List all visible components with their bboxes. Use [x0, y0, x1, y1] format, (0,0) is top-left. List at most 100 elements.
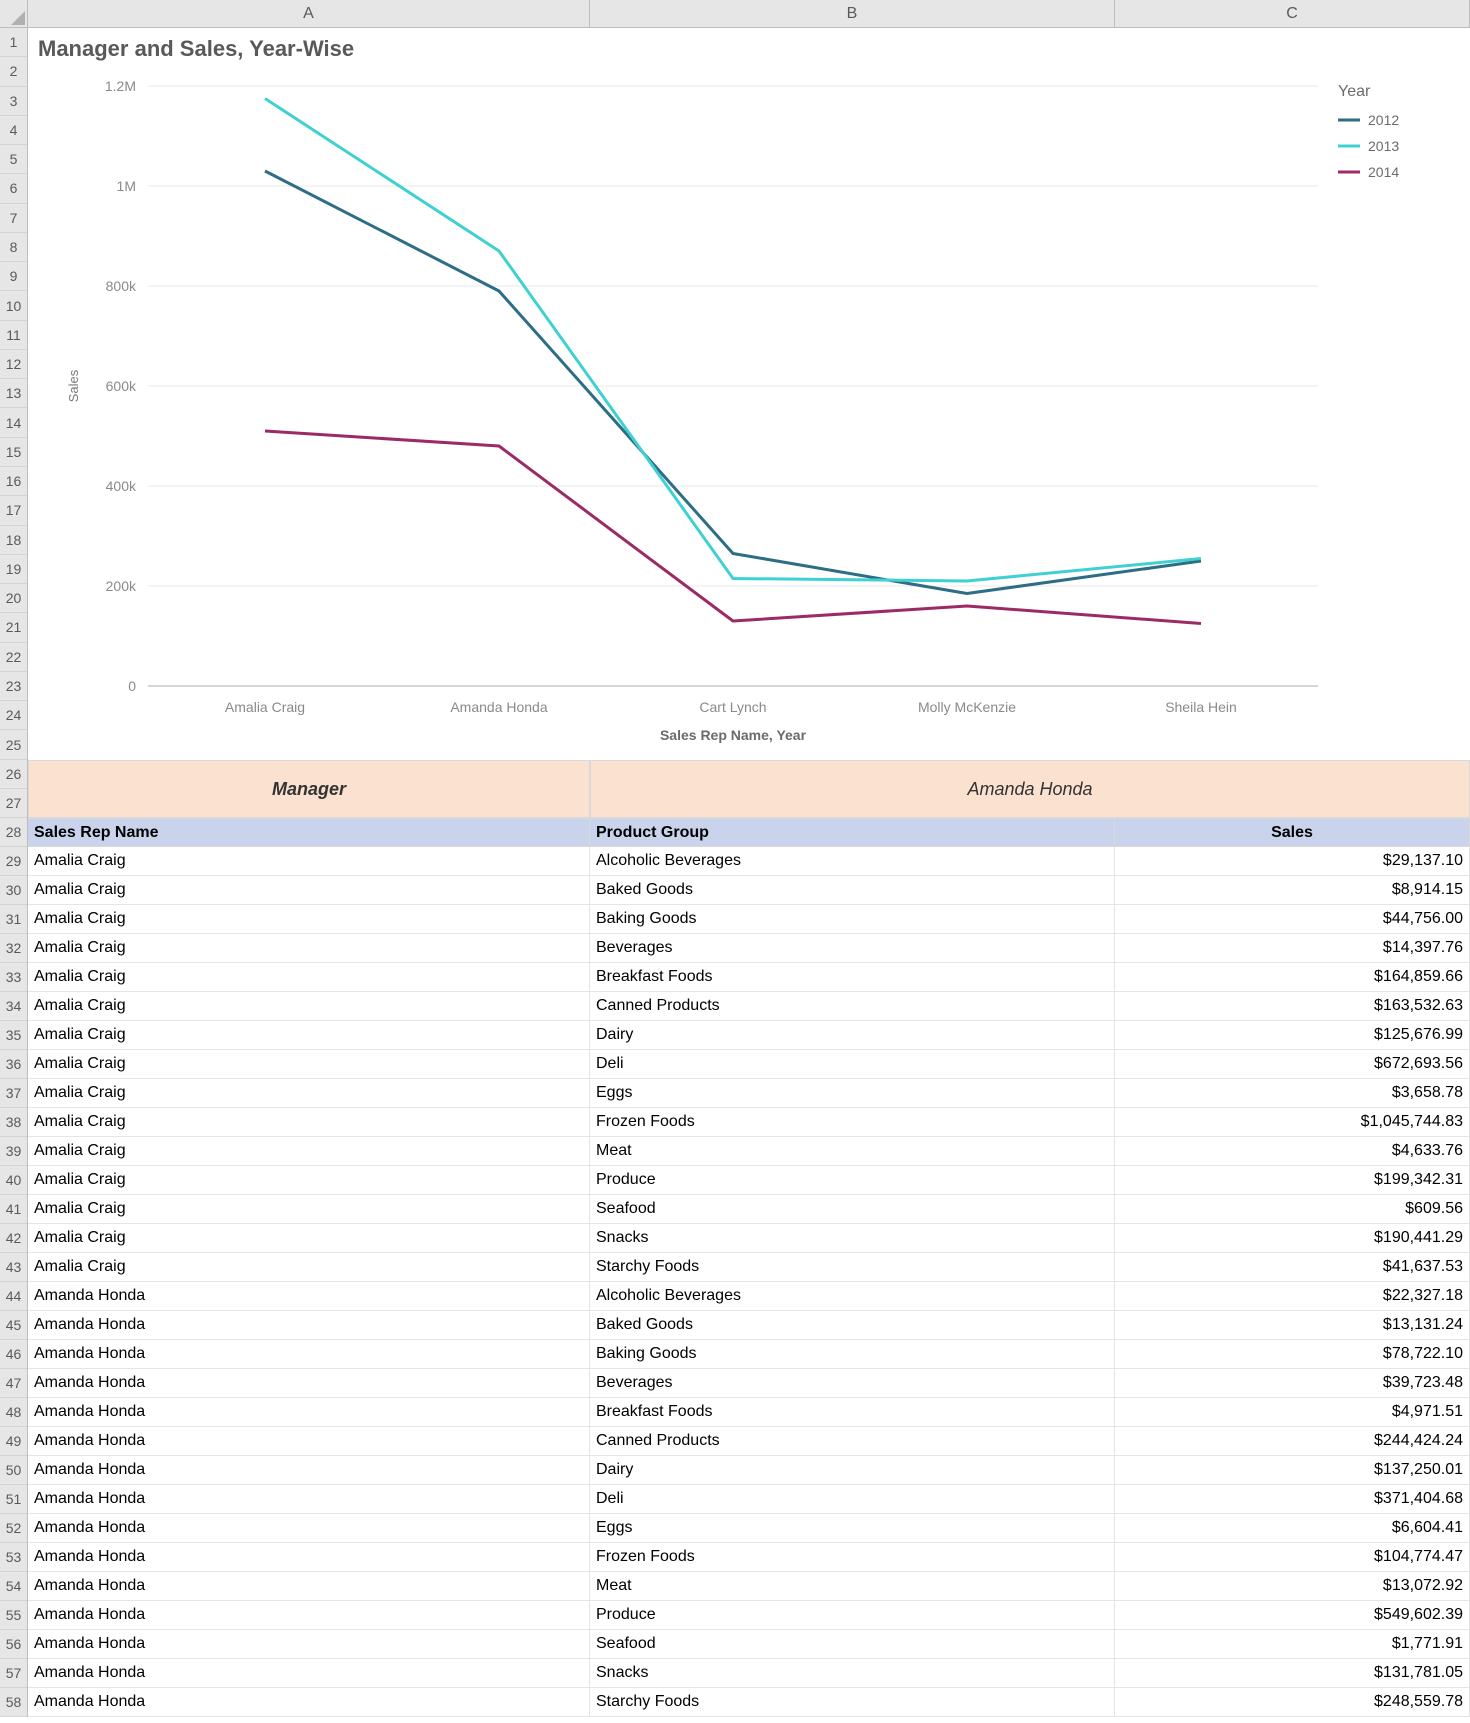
- cell-group[interactable]: Canned Products: [590, 992, 1115, 1020]
- cell-sales[interactable]: $672,693.56: [1115, 1050, 1470, 1078]
- legend-item-2012[interactable]: 2012: [1368, 112, 1399, 128]
- cell-group[interactable]: Produce: [590, 1601, 1115, 1629]
- cell-rep[interactable]: Amanda Honda: [28, 1688, 590, 1716]
- cell-group[interactable]: Alcoholic Beverages: [590, 847, 1115, 875]
- series-line-2013[interactable]: [265, 99, 1201, 582]
- cell-sales[interactable]: $248,559.78: [1115, 1688, 1470, 1716]
- row-header-50[interactable]: 50: [0, 1456, 27, 1485]
- cell-sales[interactable]: $190,441.29: [1115, 1224, 1470, 1252]
- row-header-57[interactable]: 57: [0, 1659, 27, 1688]
- row-header-53[interactable]: 53: [0, 1543, 27, 1572]
- row-header-8[interactable]: 8: [0, 233, 27, 262]
- cell-rep[interactable]: Amalia Craig: [28, 1224, 590, 1252]
- cell-sales[interactable]: $4,633.76: [1115, 1137, 1470, 1165]
- table-row[interactable]: Amalia CraigEggs$3,658.78: [28, 1079, 1470, 1108]
- cell-group[interactable]: Canned Products: [590, 1427, 1115, 1455]
- cell-group[interactable]: Frozen Foods: [590, 1108, 1115, 1136]
- row-header-29[interactable]: 29: [0, 847, 27, 876]
- table-row[interactable]: Amalia CraigBaking Goods$44,756.00: [28, 905, 1470, 934]
- cell-sales[interactable]: $39,723.48: [1115, 1369, 1470, 1397]
- row-header-2[interactable]: 2: [0, 57, 27, 86]
- table-row[interactable]: Amalia CraigStarchy Foods$41,637.53: [28, 1253, 1470, 1282]
- cell-sales[interactable]: $164,859.66: [1115, 963, 1470, 991]
- cell-group[interactable]: Dairy: [590, 1021, 1115, 1049]
- cell-sales[interactable]: $8,914.15: [1115, 876, 1470, 904]
- table-row[interactable]: Amalia CraigMeat$4,633.76: [28, 1137, 1470, 1166]
- cell-group[interactable]: Deli: [590, 1485, 1115, 1513]
- table-row[interactable]: Amanda HondaAlcoholic Beverages$22,327.1…: [28, 1282, 1470, 1311]
- cell-rep[interactable]: Amanda Honda: [28, 1369, 590, 1397]
- table-row[interactable]: Amanda HondaBreakfast Foods$4,971.51: [28, 1398, 1470, 1427]
- row-header-18[interactable]: 18: [0, 526, 27, 555]
- cell-rep[interactable]: Amalia Craig: [28, 1108, 590, 1136]
- row-header-6[interactable]: 6: [0, 174, 27, 203]
- cell-group[interactable]: Meat: [590, 1572, 1115, 1600]
- row-header-38[interactable]: 38: [0, 1108, 27, 1137]
- cell-sales[interactable]: $13,131.24: [1115, 1311, 1470, 1339]
- row-header-24[interactable]: 24: [0, 701, 27, 730]
- cell-group[interactable]: Snacks: [590, 1224, 1115, 1252]
- row-header-3[interactable]: 3: [0, 87, 27, 116]
- cell-sales[interactable]: $78,722.10: [1115, 1340, 1470, 1368]
- row-header-32[interactable]: 32: [0, 934, 27, 963]
- table-row[interactable]: Amanda HondaFrozen Foods$104,774.47: [28, 1543, 1470, 1572]
- cell-rep[interactable]: Amanda Honda: [28, 1282, 590, 1310]
- cell-group[interactable]: Deli: [590, 1050, 1115, 1078]
- cell-rep[interactable]: Amalia Craig: [28, 1166, 590, 1194]
- row-header-34[interactable]: 34: [0, 992, 27, 1021]
- cell-group[interactable]: Seafood: [590, 1630, 1115, 1658]
- cell-group[interactable]: Breakfast Foods: [590, 963, 1115, 991]
- row-header-1[interactable]: 1: [0, 28, 27, 57]
- row-header-4[interactable]: 4: [0, 116, 27, 145]
- select-all-corner[interactable]: [0, 0, 28, 28]
- cell-rep[interactable]: Amanda Honda: [28, 1311, 590, 1339]
- row-header-51[interactable]: 51: [0, 1485, 27, 1514]
- table-row[interactable]: Amalia CraigSeafood$609.56: [28, 1195, 1470, 1224]
- cell-sales[interactable]: $4,971.51: [1115, 1398, 1470, 1426]
- row-header-37[interactable]: 37: [0, 1079, 27, 1108]
- legend-item-2013[interactable]: 2013: [1368, 138, 1399, 154]
- row-header-58[interactable]: 58: [0, 1688, 27, 1717]
- cell-rep[interactable]: Amalia Craig: [28, 1050, 590, 1078]
- cell-sales[interactable]: $137,250.01: [1115, 1456, 1470, 1484]
- table-row[interactable]: Amalia CraigProduce$199,342.31: [28, 1166, 1470, 1195]
- row-header-52[interactable]: 52: [0, 1514, 27, 1543]
- table-row[interactable]: Amalia CraigDairy$125,676.99: [28, 1021, 1470, 1050]
- cell-sales[interactable]: $125,676.99: [1115, 1021, 1470, 1049]
- row-header-39[interactable]: 39: [0, 1137, 27, 1166]
- row-header-44[interactable]: 44: [0, 1282, 27, 1311]
- cell-group[interactable]: Snacks: [590, 1659, 1115, 1687]
- table-row[interactable]: Amalia CraigFrozen Foods$1,045,744.83: [28, 1108, 1470, 1137]
- cell-group[interactable]: Baked Goods: [590, 1311, 1115, 1339]
- cell-rep[interactable]: Amanda Honda: [28, 1427, 590, 1455]
- cell-group[interactable]: Meat: [590, 1137, 1115, 1165]
- cell-sales[interactable]: $3,658.78: [1115, 1079, 1470, 1107]
- row-header-25[interactable]: 25: [0, 730, 27, 759]
- table-row[interactable]: Amalia CraigBeverages$14,397.76: [28, 934, 1470, 963]
- row-header-20[interactable]: 20: [0, 584, 27, 613]
- cell-rep[interactable]: Amanda Honda: [28, 1572, 590, 1600]
- row-header-23[interactable]: 23: [0, 672, 27, 701]
- chart-area[interactable]: Manager and Sales, Year-Wise 0200k400k60…: [28, 28, 1470, 760]
- cell-sales[interactable]: $131,781.05: [1115, 1659, 1470, 1687]
- table-row[interactable]: Amanda HondaCanned Products$244,424.24: [28, 1427, 1470, 1456]
- cell-rep[interactable]: Amanda Honda: [28, 1659, 590, 1687]
- cell-sales[interactable]: $22,327.18: [1115, 1282, 1470, 1310]
- cell-rep[interactable]: Amanda Honda: [28, 1630, 590, 1658]
- row-header-11[interactable]: 11: [0, 321, 27, 350]
- row-header-49[interactable]: 49: [0, 1427, 27, 1456]
- cell-group[interactable]: Alcoholic Beverages: [590, 1282, 1115, 1310]
- cell-rep[interactable]: Amalia Craig: [28, 934, 590, 962]
- cell-group[interactable]: Eggs: [590, 1514, 1115, 1542]
- row-header-33[interactable]: 33: [0, 963, 27, 992]
- row-header-35[interactable]: 35: [0, 1021, 27, 1050]
- cell-group[interactable]: Baking Goods: [590, 1340, 1115, 1368]
- table-header-group[interactable]: Product Group: [590, 818, 1115, 847]
- cell-rep[interactable]: Amalia Craig: [28, 992, 590, 1020]
- cell-rep[interactable]: Amanda Honda: [28, 1340, 590, 1368]
- cell-rep[interactable]: Amalia Craig: [28, 876, 590, 904]
- cell-rep[interactable]: Amanda Honda: [28, 1543, 590, 1571]
- cell-sales[interactable]: $44,756.00: [1115, 905, 1470, 933]
- cell-group[interactable]: Dairy: [590, 1456, 1115, 1484]
- series-line-2012[interactable]: [265, 171, 1201, 594]
